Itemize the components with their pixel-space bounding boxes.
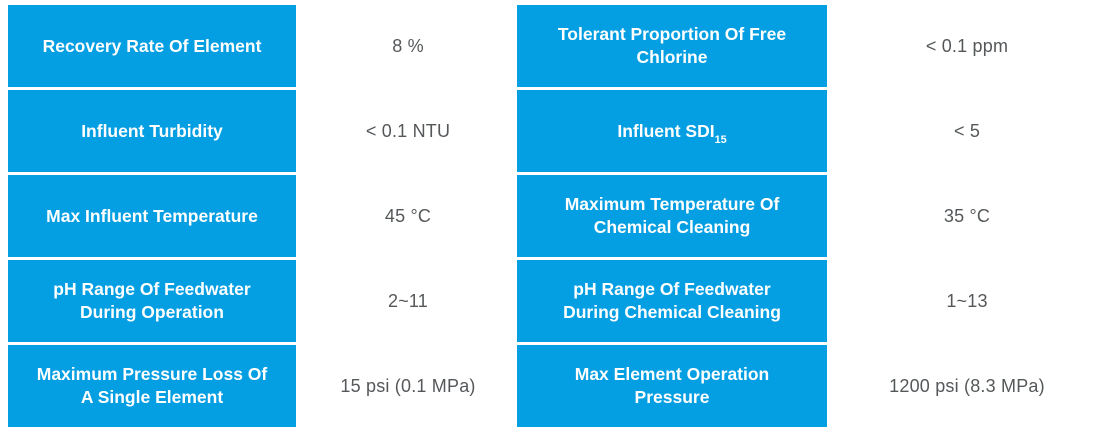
spec-label-influent-sdi: Influent SDI15 — [517, 90, 830, 172]
spec-value-chemical-cleaning-temperature: 35 °C — [830, 175, 1104, 257]
spec-value-recovery-rate: 8 % — [299, 5, 517, 87]
spec-label-text: Influent Turbidity — [81, 120, 223, 141]
spec-value-max-pressure-loss: 15 psi (0.1 MPa) — [299, 345, 517, 427]
spec-label-max-pressure-loss: Maximum Pressure Loss Of A Single Elemen… — [8, 345, 299, 427]
spec-value-text: 15 psi (0.1 MPa) — [340, 375, 476, 396]
spec-label-text: Maximum Pressure Loss Of A Single Elemen… — [36, 364, 268, 407]
spec-value-max-operation-pressure: 1200 psi (8.3 MPa) — [830, 345, 1104, 427]
spec-value-ph-range-operation: 2~11 — [299, 260, 517, 342]
spec-value-text: 35 °C — [943, 205, 991, 226]
spec-label-text: Max Influent Temperature — [46, 205, 258, 226]
spec-table: Recovery Rate Of Element 8 % Tolerant Pr… — [8, 5, 1104, 427]
spec-value-text: < 0.1 NTU — [365, 120, 451, 141]
spec-label-text: Maximum Temperature Of Chemical Cleaning — [564, 194, 780, 237]
spec-label-influent-turbidity: Influent Turbidity — [8, 90, 299, 172]
spec-value-text: < 5 — [953, 120, 981, 141]
spec-value-influent-turbidity: < 0.1 NTU — [299, 90, 517, 172]
spec-label-ph-range-chemical-cleaning: pH Range Of Feedwater During Chemical Cl… — [517, 260, 830, 342]
sdi-subscript: 15 — [714, 134, 727, 147]
spec-label-recovery-rate: Recovery Rate Of Element — [8, 5, 299, 87]
spec-label-ph-range-operation: pH Range Of Feedwater During Operation — [8, 260, 299, 342]
spec-label-text: Max Element Operation Pressure — [574, 364, 770, 407]
spec-label-chemical-cleaning-temperature: Maximum Temperature Of Chemical Cleaning — [517, 175, 830, 257]
spec-value-text: < 0.1 ppm — [925, 35, 1009, 56]
spec-label-free-chlorine: Tolerant Proportion Of Free Chlorine — [517, 5, 830, 87]
spec-value-ph-range-chemical-cleaning: 1~13 — [830, 260, 1104, 342]
spec-value-influent-sdi: < 5 — [830, 90, 1104, 172]
spec-value-text: 8 % — [392, 35, 424, 56]
spec-value-text: 45 °C — [384, 205, 432, 226]
spec-label-text: Recovery Rate Of Element — [42, 35, 262, 56]
spec-label-text: pH Range Of Feedwater During Chemical Cl… — [563, 279, 781, 322]
spec-value-max-influent-temperature: 45 °C — [299, 175, 517, 257]
spec-label-text: Influent SDI15 — [617, 120, 727, 147]
spec-value-text: 2~11 — [387, 290, 428, 311]
spec-label-max-operation-pressure: Max Element Operation Pressure — [517, 345, 830, 427]
spec-label-max-influent-temperature: Max Influent Temperature — [8, 175, 299, 257]
spec-label-text: pH Range Of Feedwater During Operation — [53, 279, 251, 322]
spec-value-text: 1200 psi (8.3 MPa) — [889, 375, 1045, 396]
spec-label-text: Tolerant Proportion Of Free Chlorine — [557, 24, 787, 67]
spec-value-free-chlorine: < 0.1 ppm — [830, 5, 1104, 87]
spec-value-text: 1~13 — [946, 290, 988, 311]
